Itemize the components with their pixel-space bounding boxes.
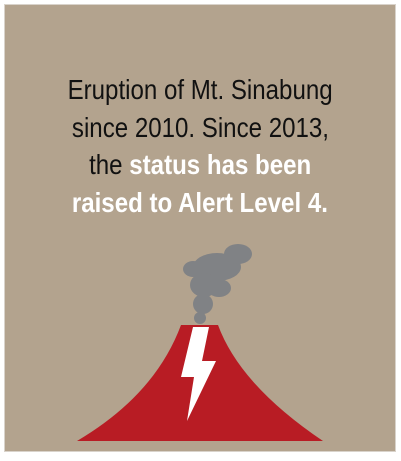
page: {"caption_plain": ["Eruption of Mt. Sina… xyxy=(0,0,401,461)
info-card: Eruption of Mt. Sinabung since 2010. Sin… xyxy=(4,4,396,452)
smoke xyxy=(183,244,252,324)
smoke-puff xyxy=(193,294,213,314)
volcano-illustration xyxy=(5,5,395,451)
smoke-puff xyxy=(224,244,252,264)
smoke-puff xyxy=(207,279,231,297)
smoke-puff xyxy=(194,312,206,324)
smoke-puff xyxy=(183,261,203,277)
